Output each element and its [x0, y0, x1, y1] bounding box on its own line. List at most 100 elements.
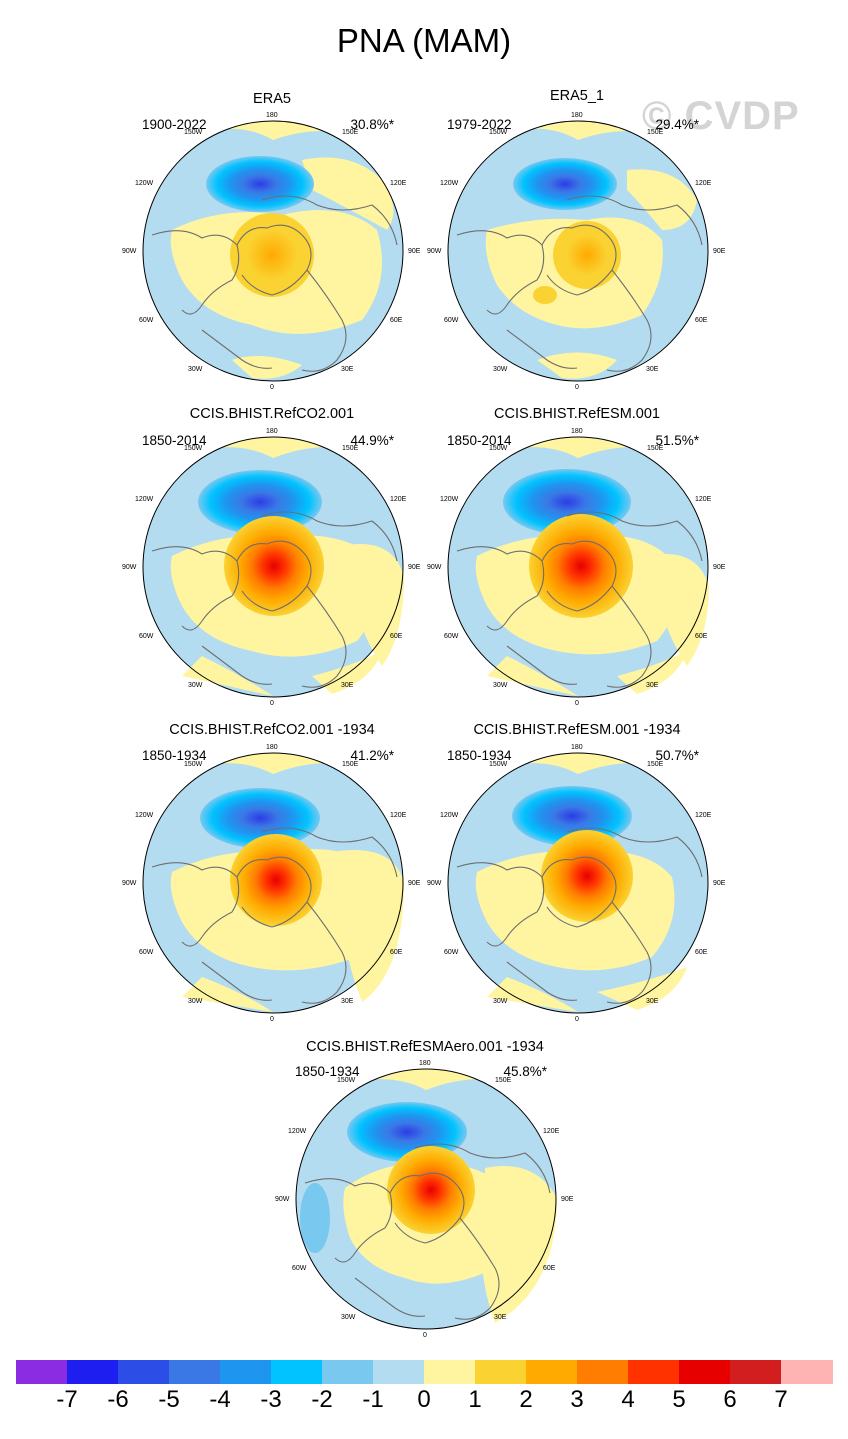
panel-7-lon-0: 0	[423, 1332, 427, 1339]
panel-1-lon-60w: 60W	[139, 317, 154, 324]
colorbar-tick-label: -5	[158, 1386, 180, 1413]
panel-5-fill	[142, 752, 404, 1013]
panel-3-map	[142, 436, 404, 698]
colorbar-box	[526, 1360, 578, 1384]
panel-1-lon-150e: 150E	[342, 129, 359, 136]
colorbar-tick-label: -3	[260, 1386, 282, 1413]
colorbar-tick-label: -7	[56, 1386, 78, 1413]
panel-5-lon-60w: 60W	[139, 949, 154, 956]
colorbar-tick-label: 7	[774, 1386, 788, 1413]
colorbar-box	[16, 1360, 68, 1384]
panel-1-coastlines	[151, 195, 398, 372]
panel-6-lon-90e: 90E	[713, 880, 726, 887]
panel-4-lon-60e: 60E	[695, 633, 708, 640]
panel-5-lon-30e: 30E	[341, 998, 354, 1005]
panel-6-map	[447, 752, 709, 1014]
colorbar-tick-label: 0	[417, 1386, 431, 1413]
panel-6-lon-150w: 150W	[489, 761, 508, 768]
panel-2-lon-150w: 150W	[489, 129, 508, 136]
panel-4-lon-150e: 150E	[647, 445, 664, 452]
panel-1-lon-90e: 90E	[408, 248, 421, 255]
panel-6-lon-60w: 60W	[444, 949, 459, 956]
panel-4-lon-30e: 30E	[646, 682, 659, 689]
panel-2-lon-0: 0	[575, 384, 579, 391]
panel-3-title: CCIS.BHIST.RefCO2.001	[189, 406, 355, 422]
cvdp-watermark: © CVDP	[642, 94, 800, 138]
panel-4-coastlines	[456, 511, 703, 688]
panel-1-lon-150w: 150W	[184, 129, 203, 136]
panel-7-pct: 45.8%*	[503, 1064, 547, 1079]
panel-4-lon-30w: 30W	[493, 682, 508, 689]
panel-1-pct: 30.8%*	[350, 117, 394, 132]
panel-4-lon-120e: 120E	[695, 496, 712, 503]
panel-2-lon-30w: 30W	[493, 366, 508, 373]
panel-7-title: CCIS.BHIST.RefESMAero.001 -1934	[306, 1039, 544, 1055]
panel-5-lon-0: 0	[270, 1016, 274, 1023]
panel-6-lon-90w: 90W	[427, 880, 442, 887]
panel-1-lon-90w: 90W	[122, 248, 137, 255]
panel-1-lon-0: 0	[270, 384, 274, 391]
panel-2-lon-90e: 90E	[713, 248, 726, 255]
panel-3-coastlines	[151, 511, 398, 688]
panel-2-lon-60w: 60W	[444, 317, 459, 324]
colorbar	[16, 1360, 833, 1384]
colorbar-box	[781, 1360, 833, 1384]
colorbar-box	[118, 1360, 170, 1384]
panel-2-lon-120e: 120E	[695, 180, 712, 187]
panel-7-map	[295, 1068, 557, 1330]
panel-1-map	[142, 120, 404, 382]
panel-6-lon-180: 180	[571, 744, 583, 751]
colorbar-box	[475, 1360, 527, 1384]
panel-2-lon-30e: 30E	[646, 366, 659, 373]
panel-5-lon-60e: 60E	[390, 949, 403, 956]
colorbar-tick-label: 5	[672, 1386, 686, 1413]
panel-7-lon-120w: 120W	[288, 1128, 307, 1135]
panel-1-lon-30e: 30E	[341, 366, 354, 373]
panel-5-lon-150e: 150E	[342, 761, 359, 768]
panel-2-coastlines	[456, 195, 703, 372]
colorbar-tick-label: -1	[362, 1386, 384, 1413]
panel-3-lon-150e: 150E	[342, 445, 359, 452]
panel-2-lon-60e: 60E	[695, 317, 708, 324]
panel-4-title: CCIS.BHIST.RefESM.001	[494, 406, 660, 422]
panel-3-lon-0: 0	[270, 700, 274, 707]
panel-5-pct: 41.2%*	[350, 748, 394, 763]
panel-6-coastlines	[456, 827, 703, 1004]
panel-2-pct: 29.4%*	[655, 117, 699, 132]
colorbar-box	[628, 1360, 680, 1384]
panel-4-lon-150w: 150W	[489, 445, 508, 452]
colorbar-box	[679, 1360, 731, 1384]
panel-5-lon-90e: 90E	[408, 880, 421, 887]
panel-6-lon-30e: 30E	[646, 998, 659, 1005]
panel-7-lon-150w: 150W	[337, 1077, 356, 1084]
panel-1-lon-60e: 60E	[390, 317, 403, 324]
panel-4-lon-90w: 90W	[427, 564, 442, 571]
panel-6-lon-120w: 120W	[440, 812, 459, 819]
panel-4-years: 1850-2014	[447, 433, 512, 448]
colorbar-tick-label: -4	[209, 1386, 231, 1413]
colorbar-box	[220, 1360, 272, 1384]
colorbar-box	[424, 1360, 476, 1384]
panel-3-lon-120w: 120W	[135, 496, 154, 503]
panel-5-lon-120e: 120E	[390, 812, 407, 819]
colorbar-tick-label: 3	[570, 1386, 584, 1413]
colorbar-tick-label: -2	[311, 1386, 333, 1413]
panel-5-lon-180: 180	[266, 744, 278, 751]
panel-5-title: CCIS.BHIST.RefCO2.001 -1934	[169, 722, 375, 738]
panel-7-lon-90w: 90W	[275, 1196, 290, 1203]
panel-3-lon-120e: 120E	[390, 496, 407, 503]
panel-3-lon-60w: 60W	[139, 633, 154, 640]
panel-2-lon-90w: 90W	[427, 248, 442, 255]
panel-2-lon-120w: 120W	[440, 180, 459, 187]
colorbar-box	[322, 1360, 374, 1384]
panel-4-pct: 51.5%*	[655, 433, 699, 448]
panel-6-title: CCIS.BHIST.RefESM.001 -1934	[473, 722, 681, 738]
panel-5-lon-120w: 120W	[135, 812, 154, 819]
panel-2-lon-180: 180	[571, 112, 583, 119]
colorbar-box	[271, 1360, 323, 1384]
panel-1-years: 1900-2022	[142, 117, 207, 132]
panel-4-map	[447, 436, 709, 698]
colorbar-box	[67, 1360, 119, 1384]
panel-5-lon-30w: 30W	[188, 998, 203, 1005]
panel-4-lon-0: 0	[575, 700, 579, 707]
